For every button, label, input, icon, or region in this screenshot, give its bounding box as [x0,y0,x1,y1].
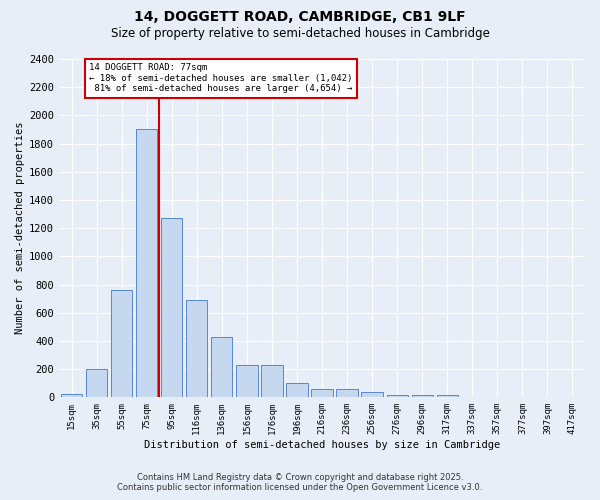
X-axis label: Distribution of semi-detached houses by size in Cambridge: Distribution of semi-detached houses by … [144,440,500,450]
Bar [337,389,358,398]
Text: Contains HM Land Registry data © Crown copyright and database right 2025.
Contai: Contains HM Land Registry data © Crown c… [118,473,482,492]
Bar [236,365,257,398]
Bar [111,290,132,398]
Bar [386,394,408,398]
Bar [186,300,208,398]
Y-axis label: Number of semi-detached properties: Number of semi-detached properties [15,122,25,334]
Text: 14, DOGGETT ROAD, CAMBRIDGE, CB1 9LF: 14, DOGGETT ROAD, CAMBRIDGE, CB1 9LF [134,10,466,24]
Bar [487,396,508,398]
Bar [61,394,82,398]
Bar [412,394,433,398]
Text: Size of property relative to semi-detached houses in Cambridge: Size of property relative to semi-detach… [110,28,490,40]
Bar [261,365,283,398]
Text: 14 DOGGETT ROAD: 77sqm
← 18% of semi-detached houses are smaller (1,042)
 81% of: 14 DOGGETT ROAD: 77sqm ← 18% of semi-det… [89,63,352,93]
Bar [361,392,383,398]
Bar [437,395,458,398]
Bar [86,369,107,398]
Bar [161,218,182,398]
Bar [136,130,157,398]
Bar [311,389,332,398]
Bar [461,396,483,398]
Bar [211,336,232,398]
Bar [286,383,308,398]
